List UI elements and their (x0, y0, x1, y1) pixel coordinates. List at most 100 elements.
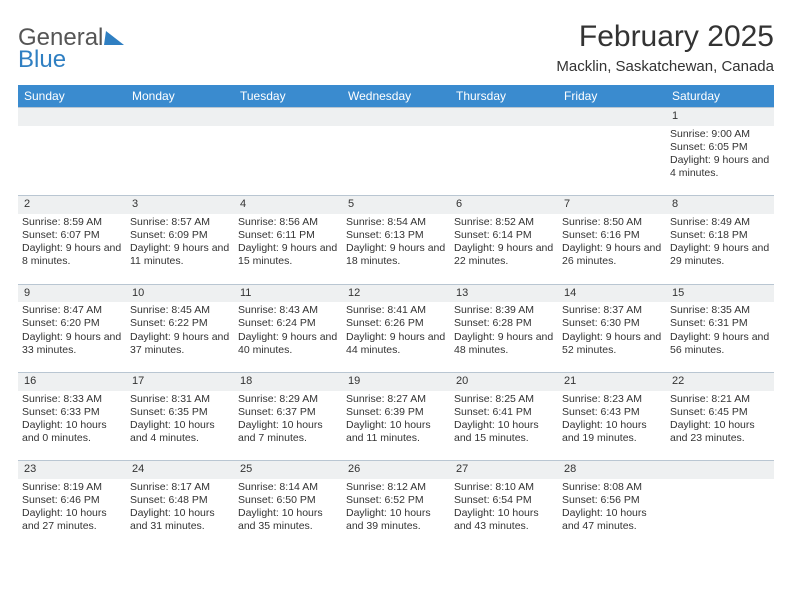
daylight-text: Daylight: 9 hours and 56 minutes. (670, 331, 770, 357)
daylight-text: Daylight: 9 hours and 52 minutes. (562, 331, 662, 357)
sunrise-text: Sunrise: 8:35 AM (670, 304, 770, 317)
title-block: February 2025 Macklin, Saskatchewan, Can… (556, 20, 774, 75)
daylight-text: Daylight: 10 hours and 23 minutes. (670, 419, 770, 445)
sunset-text: Sunset: 6:56 PM (562, 494, 662, 507)
sunrise-text: Sunrise: 8:52 AM (454, 216, 554, 229)
day-number: 22 (666, 372, 774, 390)
day-number (558, 108, 666, 126)
day-number: 8 (666, 196, 774, 214)
day-number: 20 (450, 372, 558, 390)
day-header: Thursday (450, 85, 558, 108)
day-cell: Sunrise: 8:41 AMSunset: 6:26 PMDaylight:… (342, 302, 450, 372)
day-number: 3 (126, 196, 234, 214)
day-content-row: Sunrise: 9:00 AMSunset: 6:05 PMDaylight:… (18, 126, 774, 196)
sunrise-text: Sunrise: 8:45 AM (130, 304, 230, 317)
daylight-text: Daylight: 10 hours and 35 minutes. (238, 507, 338, 533)
day-cell: Sunrise: 9:00 AMSunset: 6:05 PMDaylight:… (666, 126, 774, 196)
sunrise-text: Sunrise: 8:17 AM (130, 481, 230, 494)
daylight-text: Daylight: 10 hours and 15 minutes. (454, 419, 554, 445)
day-cell: Sunrise: 8:29 AMSunset: 6:37 PMDaylight:… (234, 391, 342, 461)
day-content-row: Sunrise: 8:47 AMSunset: 6:20 PMDaylight:… (18, 302, 774, 372)
sunset-text: Sunset: 6:41 PM (454, 406, 554, 419)
sunrise-text: Sunrise: 9:00 AM (670, 128, 770, 141)
sunrise-text: Sunrise: 8:23 AM (562, 393, 662, 406)
day-number: 24 (126, 461, 234, 479)
sunset-text: Sunset: 6:11 PM (238, 229, 338, 242)
daylight-text: Daylight: 10 hours and 4 minutes. (130, 419, 230, 445)
sunrise-text: Sunrise: 8:31 AM (130, 393, 230, 406)
sunset-text: Sunset: 6:46 PM (22, 494, 122, 507)
daylight-text: Daylight: 10 hours and 31 minutes. (130, 507, 230, 533)
day-number (342, 108, 450, 126)
day-cell: Sunrise: 8:17 AMSunset: 6:48 PMDaylight:… (126, 479, 234, 549)
location: Macklin, Saskatchewan, Canada (556, 58, 774, 75)
day-number: 7 (558, 196, 666, 214)
day-cell: Sunrise: 8:57 AMSunset: 6:09 PMDaylight:… (126, 214, 234, 284)
sunset-text: Sunset: 6:05 PM (670, 141, 770, 154)
daylight-text: Daylight: 9 hours and 4 minutes. (670, 154, 770, 180)
day-number (126, 108, 234, 126)
sunset-text: Sunset: 6:39 PM (346, 406, 446, 419)
calendar-table: Sunday Monday Tuesday Wednesday Thursday… (18, 85, 774, 549)
sunrise-text: Sunrise: 8:29 AM (238, 393, 338, 406)
day-number: 28 (558, 461, 666, 479)
day-number-row: 1 (18, 108, 774, 126)
day-cell (234, 126, 342, 196)
daylight-text: Daylight: 9 hours and 33 minutes. (22, 331, 122, 357)
day-cell: Sunrise: 8:23 AMSunset: 6:43 PMDaylight:… (558, 391, 666, 461)
sunrise-text: Sunrise: 8:21 AM (670, 393, 770, 406)
sunset-text: Sunset: 6:50 PM (238, 494, 338, 507)
sunrise-text: Sunrise: 8:54 AM (346, 216, 446, 229)
day-number: 26 (342, 461, 450, 479)
sunrise-text: Sunrise: 8:25 AM (454, 393, 554, 406)
daylight-text: Daylight: 10 hours and 0 minutes. (22, 419, 122, 445)
day-header: Saturday (666, 85, 774, 108)
day-content-row: Sunrise: 8:33 AMSunset: 6:33 PMDaylight:… (18, 391, 774, 461)
day-cell: Sunrise: 8:52 AMSunset: 6:14 PMDaylight:… (450, 214, 558, 284)
logo-line2: Blue (18, 46, 66, 74)
sunset-text: Sunset: 6:43 PM (562, 406, 662, 419)
day-number (666, 461, 774, 479)
day-number: 14 (558, 284, 666, 302)
day-number: 23 (18, 461, 126, 479)
day-number: 6 (450, 196, 558, 214)
day-cell: Sunrise: 8:39 AMSunset: 6:28 PMDaylight:… (450, 302, 558, 372)
daylight-text: Daylight: 9 hours and 44 minutes. (346, 331, 446, 357)
day-cell: Sunrise: 8:27 AMSunset: 6:39 PMDaylight:… (342, 391, 450, 461)
day-number: 1 (666, 108, 774, 126)
sunset-text: Sunset: 6:09 PM (130, 229, 230, 242)
sunrise-text: Sunrise: 8:12 AM (346, 481, 446, 494)
day-header: Wednesday (342, 85, 450, 108)
day-number: 21 (558, 372, 666, 390)
day-number: 10 (126, 284, 234, 302)
day-cell: Sunrise: 8:59 AMSunset: 6:07 PMDaylight:… (18, 214, 126, 284)
daylight-text: Daylight: 10 hours and 43 minutes. (454, 507, 554, 533)
day-number-row: 2345678 (18, 196, 774, 214)
day-cell: Sunrise: 8:33 AMSunset: 6:33 PMDaylight:… (18, 391, 126, 461)
sunrise-text: Sunrise: 8:37 AM (562, 304, 662, 317)
day-cell (450, 126, 558, 196)
day-cell (558, 126, 666, 196)
daylight-text: Daylight: 9 hours and 40 minutes. (238, 331, 338, 357)
daylight-text: Daylight: 10 hours and 11 minutes. (346, 419, 446, 445)
sunset-text: Sunset: 6:24 PM (238, 317, 338, 330)
day-cell: Sunrise: 8:35 AMSunset: 6:31 PMDaylight:… (666, 302, 774, 372)
day-cell: Sunrise: 8:31 AMSunset: 6:35 PMDaylight:… (126, 391, 234, 461)
daylight-text: Daylight: 10 hours and 47 minutes. (562, 507, 662, 533)
day-number: 9 (18, 284, 126, 302)
day-cell: Sunrise: 8:25 AMSunset: 6:41 PMDaylight:… (450, 391, 558, 461)
daylight-text: Daylight: 10 hours and 39 minutes. (346, 507, 446, 533)
day-number: 19 (342, 372, 450, 390)
sunset-text: Sunset: 6:45 PM (670, 406, 770, 419)
day-cell (18, 126, 126, 196)
daylight-text: Daylight: 10 hours and 7 minutes. (238, 419, 338, 445)
day-cell: Sunrise: 8:19 AMSunset: 6:46 PMDaylight:… (18, 479, 126, 549)
sunrise-text: Sunrise: 8:43 AM (238, 304, 338, 317)
day-cell: Sunrise: 8:37 AMSunset: 6:30 PMDaylight:… (558, 302, 666, 372)
header: General February 2025 Macklin, Saskatche… (18, 20, 774, 75)
sunset-text: Sunset: 6:26 PM (346, 317, 446, 330)
day-cell: Sunrise: 8:14 AMSunset: 6:50 PMDaylight:… (234, 479, 342, 549)
day-number-row: 16171819202122 (18, 372, 774, 390)
day-content-row: Sunrise: 8:19 AMSunset: 6:46 PMDaylight:… (18, 479, 774, 549)
sunrise-text: Sunrise: 8:10 AM (454, 481, 554, 494)
